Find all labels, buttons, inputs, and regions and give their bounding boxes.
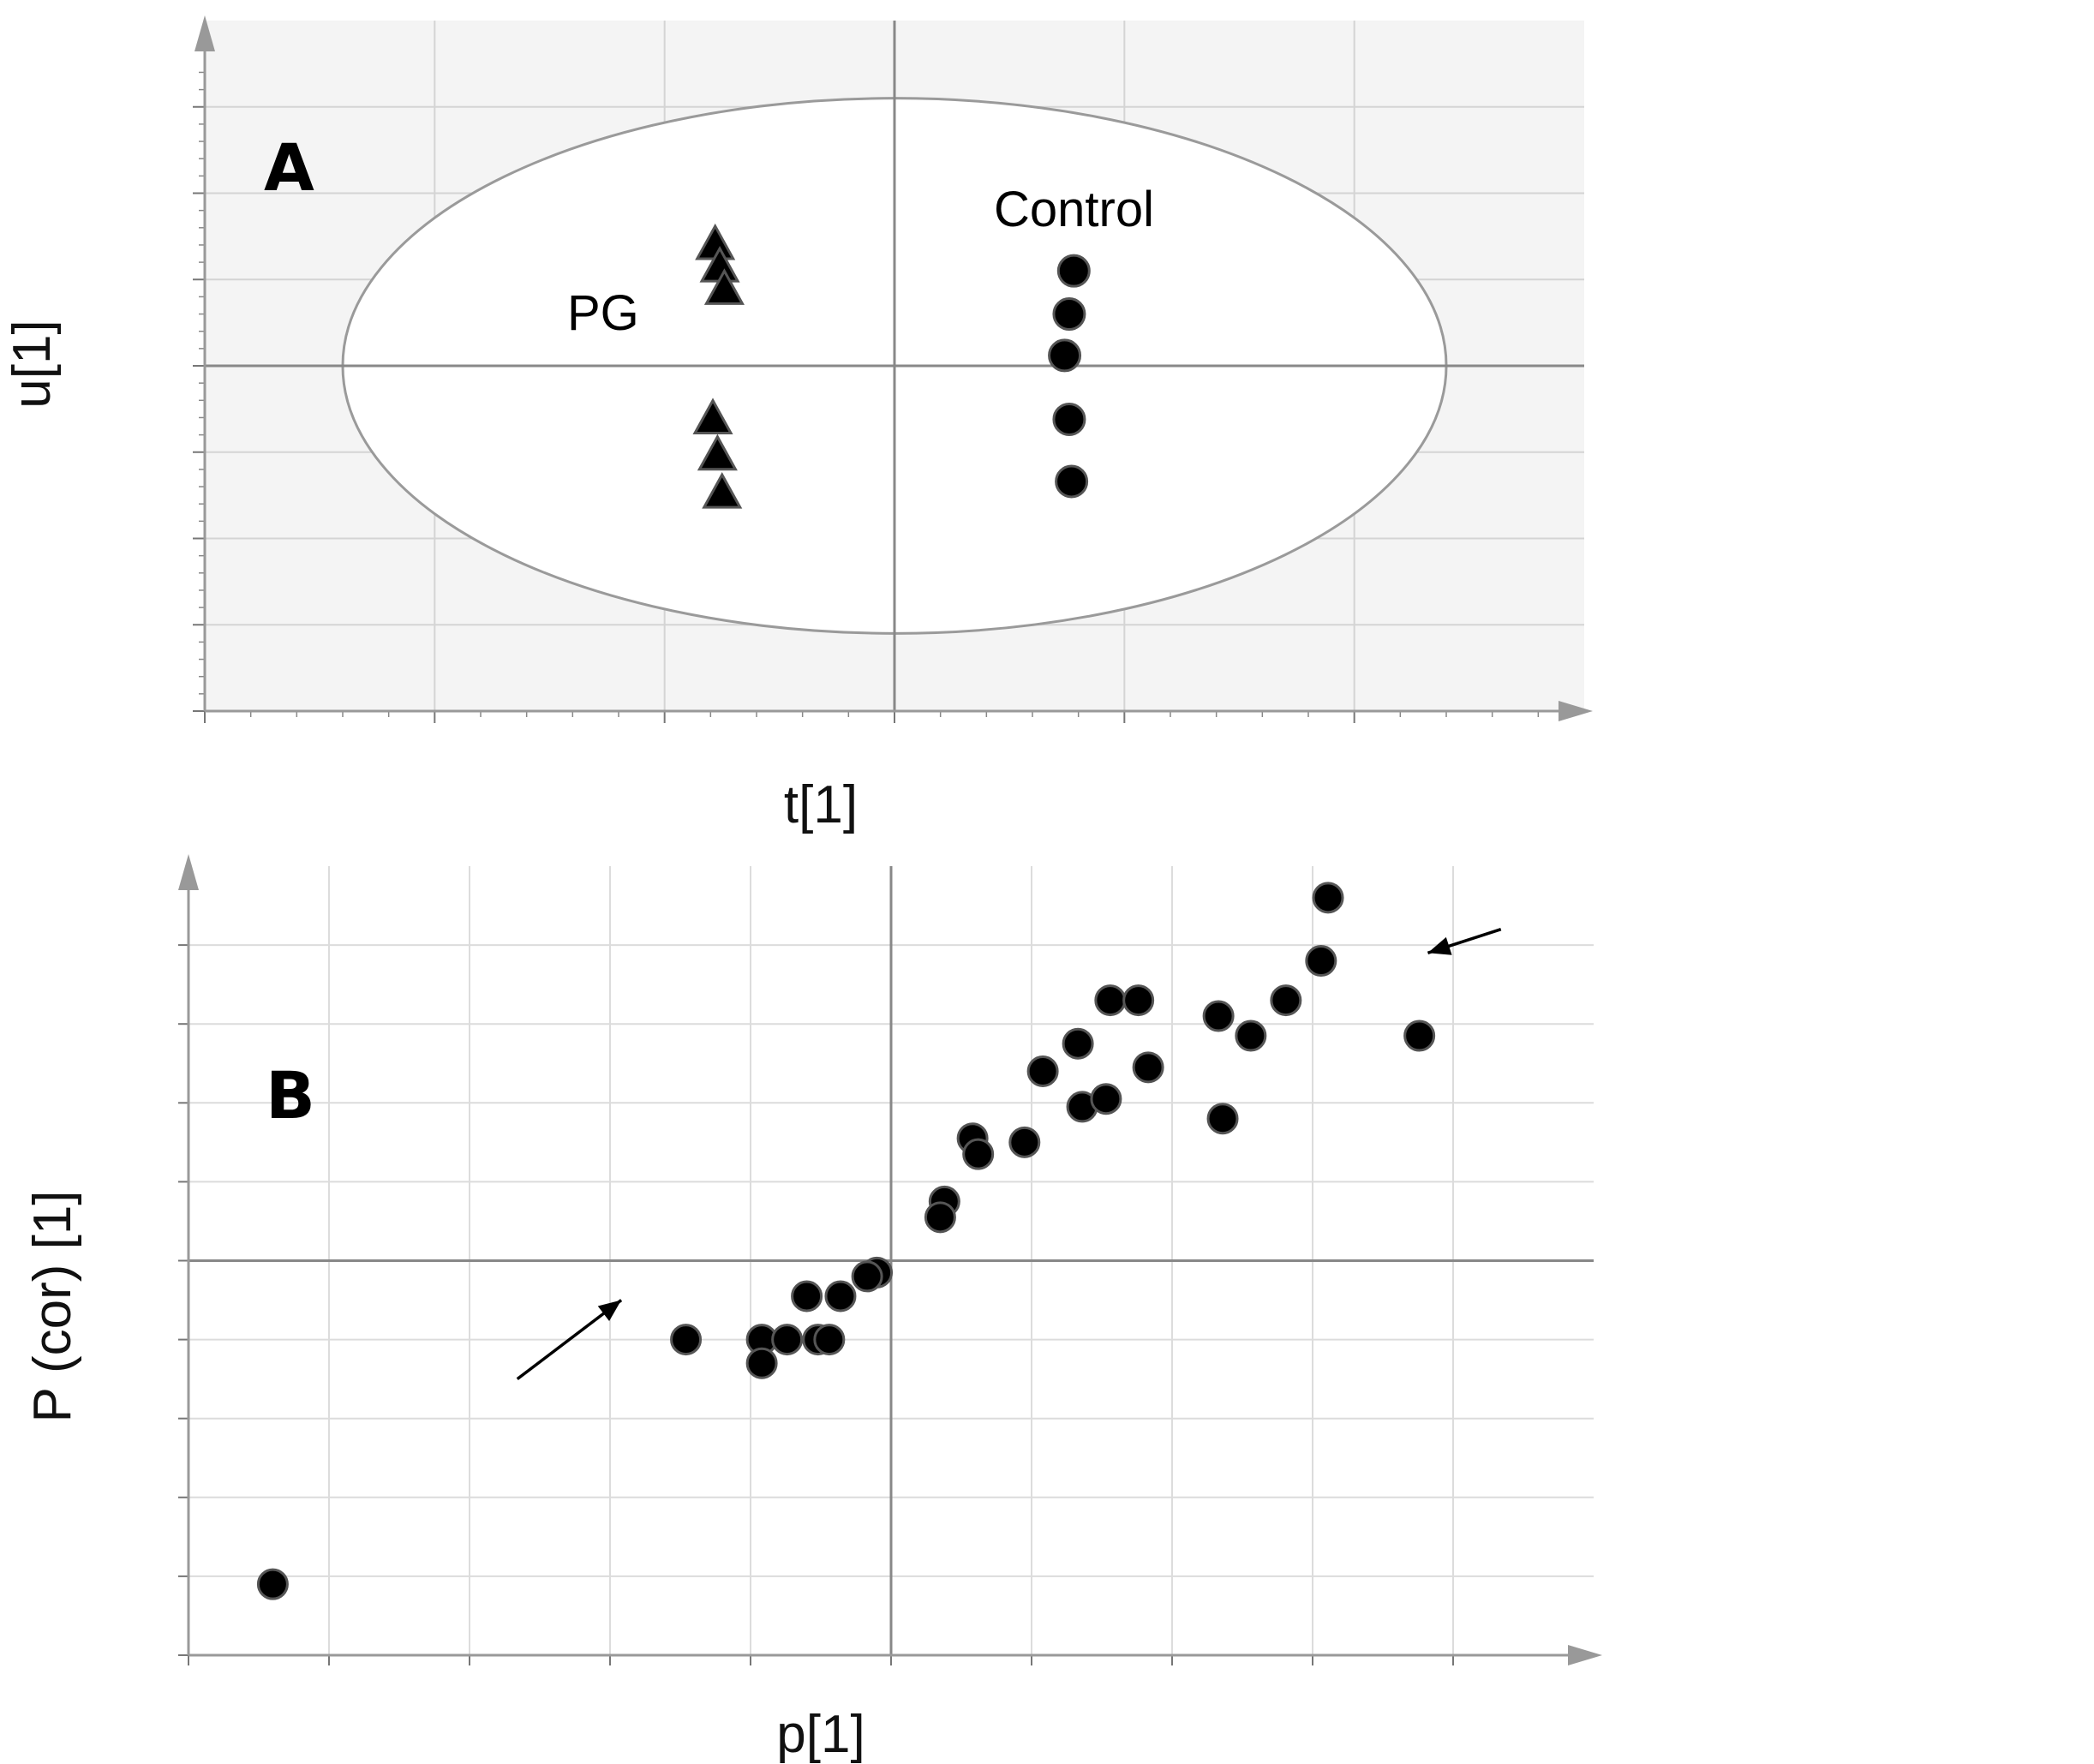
loading-point-marker <box>1094 984 1127 1017</box>
loading-point-marker <box>1132 1051 1164 1084</box>
loading-point-marker <box>1235 1020 1267 1052</box>
loading-point-marker <box>771 1324 804 1356</box>
group-label-control: Control <box>994 182 1154 237</box>
x-axis-arrow-icon <box>1568 1645 1602 1665</box>
loading-point-marker <box>1312 882 1344 914</box>
arrowhead-icon <box>597 1300 622 1322</box>
arrowhead-icon <box>1427 936 1452 955</box>
loading-point-marker <box>1062 1027 1094 1060</box>
loading-point-marker <box>791 1280 823 1313</box>
control-circle-marker <box>1048 338 1082 373</box>
y-axis-arrow-icon <box>178 854 199 890</box>
axes-a <box>193 15 1593 723</box>
y-axis-arrow-icon <box>194 15 215 51</box>
loading-point-marker <box>1206 1103 1239 1135</box>
scores-plot-panel-a: A PG Control t[1] u[1] <box>3 15 1593 834</box>
loading-point-marker <box>1403 1020 1436 1052</box>
pg-triangle-marker <box>697 434 738 471</box>
loading-point-marker <box>1090 1083 1122 1115</box>
group-label-pg: PG <box>567 285 639 341</box>
loadings-plot-panel-b: B p[1] P (cor) [1] <box>23 854 1602 1764</box>
control-circle-marker <box>1052 297 1086 332</box>
loading-point-marker <box>670 1324 703 1356</box>
loading-point-marker <box>851 1260 883 1293</box>
loading-point-marker <box>1270 984 1302 1017</box>
control-circle-marker <box>1052 402 1086 436</box>
pg-triangle-marker <box>703 268 745 305</box>
loading-point-marker <box>1122 984 1155 1017</box>
axes-b <box>178 854 1602 1665</box>
loading-point-marker <box>824 1280 857 1313</box>
loading-point-marker <box>962 1138 995 1170</box>
data-points-b <box>256 882 1436 1600</box>
panel-label-b: B <box>266 1057 315 1133</box>
pg-triangle-marker <box>702 472 743 509</box>
loading-point-marker <box>1305 945 1337 978</box>
x-axis-arrow-icon <box>1559 701 1593 721</box>
annotations-b <box>516 928 1502 1381</box>
loading-point-marker <box>1026 1055 1059 1087</box>
y-axis-title-b: P (cor) [1] <box>23 1190 82 1422</box>
panel-label-a: A <box>264 129 314 206</box>
loading-point-marker <box>1008 1126 1041 1158</box>
control-circle-marker <box>1055 464 1089 499</box>
control-circle-marker <box>1056 254 1091 288</box>
loading-point-marker <box>924 1201 956 1234</box>
loading-point-marker <box>745 1347 778 1379</box>
pg-triangle-marker <box>692 398 733 434</box>
y-axis-title-a: u[1] <box>3 320 62 408</box>
loading-point-marker <box>813 1324 846 1356</box>
x-axis-title-a: t[1] <box>784 775 858 834</box>
loading-point-marker <box>1202 1000 1235 1032</box>
data-points-a <box>692 223 1091 509</box>
loading-point-marker <box>256 1568 289 1600</box>
x-axis-title-b: p[1] <box>776 1705 865 1764</box>
